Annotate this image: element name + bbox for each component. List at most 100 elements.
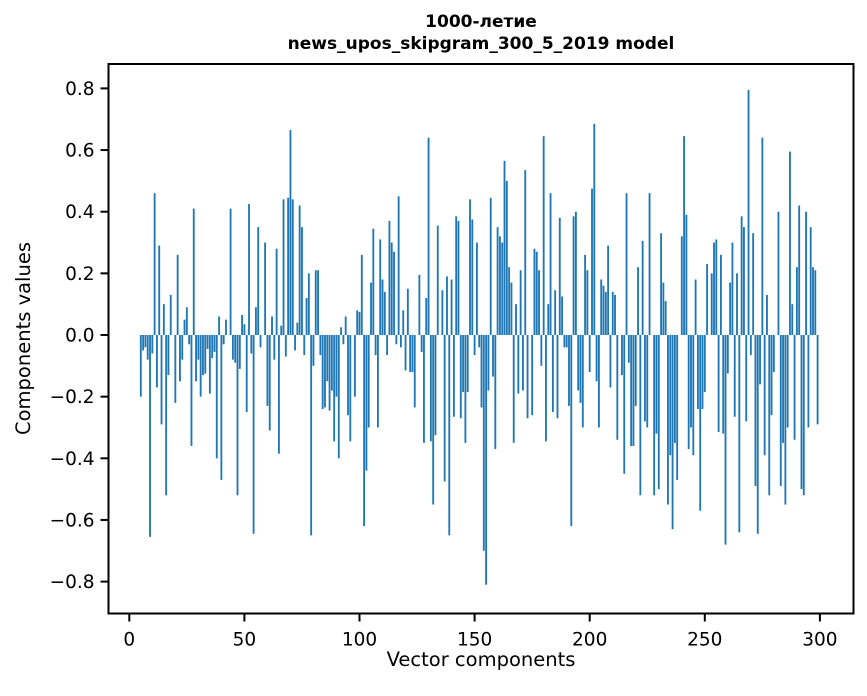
plot-frame (107, 63, 855, 615)
bar (337, 335, 340, 459)
bar (146, 335, 149, 360)
bar (427, 137, 430, 335)
bar (434, 335, 437, 436)
bar (768, 335, 771, 496)
bar (149, 335, 151, 537)
bar (321, 335, 324, 409)
bar (347, 335, 349, 416)
x-tick-label: 50 (233, 630, 257, 651)
bar (462, 335, 465, 393)
bar (558, 217, 561, 335)
bar (637, 267, 639, 335)
bar (496, 227, 499, 335)
bar (271, 316, 273, 335)
bar (621, 335, 623, 376)
bar (305, 298, 308, 335)
bar (252, 335, 255, 534)
bar (731, 242, 734, 335)
bar (646, 335, 649, 428)
bar (715, 239, 718, 335)
bar (395, 335, 398, 345)
bar (289, 130, 292, 335)
bar (400, 335, 402, 348)
bar (655, 335, 658, 434)
bar (561, 296, 563, 335)
bar (436, 225, 439, 335)
bar (696, 335, 699, 409)
bar (367, 335, 370, 428)
bar (195, 335, 197, 382)
bar (199, 335, 202, 397)
bar (243, 324, 246, 335)
bar (314, 270, 317, 335)
bar (250, 335, 253, 354)
bar (600, 279, 603, 335)
bar (370, 282, 372, 335)
bar (310, 335, 313, 536)
bar (535, 251, 538, 335)
bar (144, 335, 147, 348)
bar (229, 208, 232, 335)
bar (789, 151, 791, 335)
bar (766, 294, 768, 335)
bar (234, 335, 237, 363)
bar (333, 335, 336, 442)
bar (179, 335, 181, 382)
bar (188, 335, 191, 345)
bar (749, 335, 752, 356)
bar (572, 216, 575, 335)
bar (701, 335, 704, 409)
bar (181, 335, 184, 360)
bar (540, 335, 543, 366)
bar (303, 335, 306, 356)
bar (699, 335, 702, 511)
bar (719, 254, 722, 335)
bar (151, 335, 154, 354)
bar (517, 335, 520, 394)
bar (706, 264, 709, 335)
bar (614, 294, 616, 335)
y-tick-label: −0.2 (50, 387, 95, 408)
bar (356, 310, 359, 335)
bar (340, 327, 343, 335)
x-axis-ticks: 0 50 100 150 200 250 300 (123, 613, 838, 651)
bar (777, 211, 780, 335)
bar (581, 335, 584, 428)
bar (657, 335, 660, 490)
bar (570, 335, 573, 527)
bar (623, 335, 626, 474)
bar (429, 335, 432, 442)
bar (390, 242, 393, 335)
bar (793, 335, 796, 440)
bar (510, 282, 513, 335)
bar (215, 335, 218, 459)
x-tick-label: 100 (342, 630, 377, 651)
bar (736, 273, 738, 335)
bar (772, 335, 775, 372)
bar (218, 316, 220, 335)
bar (264, 242, 267, 335)
bar (328, 335, 331, 411)
bar (169, 294, 172, 335)
bar (786, 335, 789, 428)
bar (501, 242, 504, 335)
bar (402, 310, 405, 335)
y-tick-label: 0.2 (65, 264, 94, 285)
bar (190, 335, 193, 446)
y-axis-label: Components values (12, 242, 35, 435)
bar (639, 335, 642, 496)
bar (284, 335, 287, 357)
bar (759, 335, 761, 385)
bar (197, 335, 200, 360)
bar (607, 245, 610, 335)
bar (547, 304, 550, 335)
bar (809, 227, 812, 335)
bar (549, 193, 552, 335)
bar (519, 270, 522, 335)
bar (779, 335, 782, 487)
bar (800, 335, 803, 490)
bar (551, 335, 554, 413)
bar (729, 282, 732, 335)
bar (241, 314, 244, 335)
